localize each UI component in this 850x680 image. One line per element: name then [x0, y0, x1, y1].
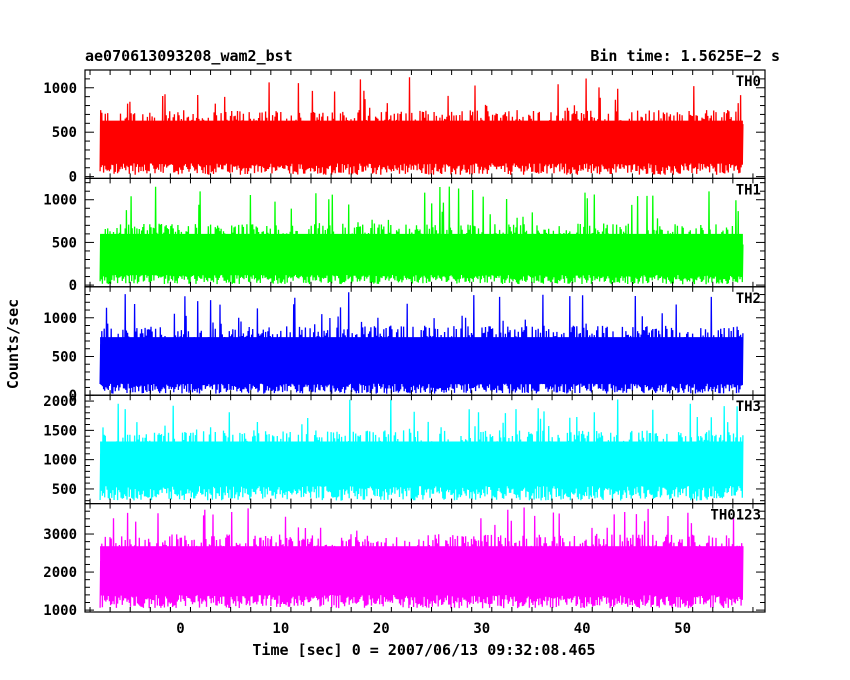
series-band-th0123 [100, 546, 743, 595]
y-tick-label: 0 [69, 278, 77, 294]
y-tick-label: 0 [69, 388, 77, 404]
y-tick-label: 500 [52, 349, 77, 365]
bin-time-label: Bin time: 1.5625E−2 s [590, 47, 780, 65]
panel-th0123: 1000 2000 3000 TH0123 [43, 503, 766, 619]
x-tick-label: 50 [674, 621, 691, 637]
x-tick-label: 10 [272, 621, 289, 637]
y-tick-label: 3000 [43, 527, 77, 543]
x-tick-label: 0 [176, 621, 184, 637]
x-tick-label: 40 [574, 621, 591, 637]
series-band-th0 [100, 120, 743, 164]
y-tick-label: 1000 [43, 81, 77, 97]
y-tick-label: 1000 [43, 311, 77, 327]
series-band-th1 [100, 233, 743, 275]
series-name-th0123: TH0123 [710, 508, 761, 524]
y-tick-label: 500 [52, 125, 77, 141]
y-tick-label: 500 [52, 235, 77, 251]
panel-th0: 0 500 1000 TH0 [43, 69, 766, 186]
series-name-th3: TH3 [736, 399, 761, 415]
y-tick-label: 500 [52, 482, 77, 498]
y-tick-label: 1000 [43, 603, 77, 619]
y-tick-label: 2000 [43, 565, 77, 581]
series-band-th3 [100, 441, 743, 487]
panel-th1: 0 500 1000 TH1 [43, 177, 766, 294]
chart-title: ae070613093208_wam2_bst [85, 47, 293, 65]
series-name-th2: TH2 [736, 291, 761, 307]
y-tick-label: 1000 [43, 453, 77, 469]
series-name-th0: TH0 [736, 74, 761, 90]
x-tick-label: 20 [373, 621, 390, 637]
series-name-th1: TH1 [736, 182, 761, 198]
y-tick-label: 0 [69, 170, 77, 186]
panel-th2: 0 500 1000 TH2 [43, 286, 766, 404]
panel-frame [84, 503, 766, 613]
y-axis-label: Counts/sec [4, 299, 22, 389]
x-tick-label: 30 [473, 621, 490, 637]
panel-th3: 500 1000 1500 2000 TH3 [43, 394, 766, 505]
y-tick-label: 1500 [43, 423, 77, 439]
series-band-th2 [100, 337, 743, 384]
x-axis-label: Time [sec] 0 = 2007/06/13 09:32:08.465 [252, 641, 595, 659]
y-tick-label: 2000 [43, 394, 77, 410]
y-tick-label: 1000 [43, 193, 77, 209]
